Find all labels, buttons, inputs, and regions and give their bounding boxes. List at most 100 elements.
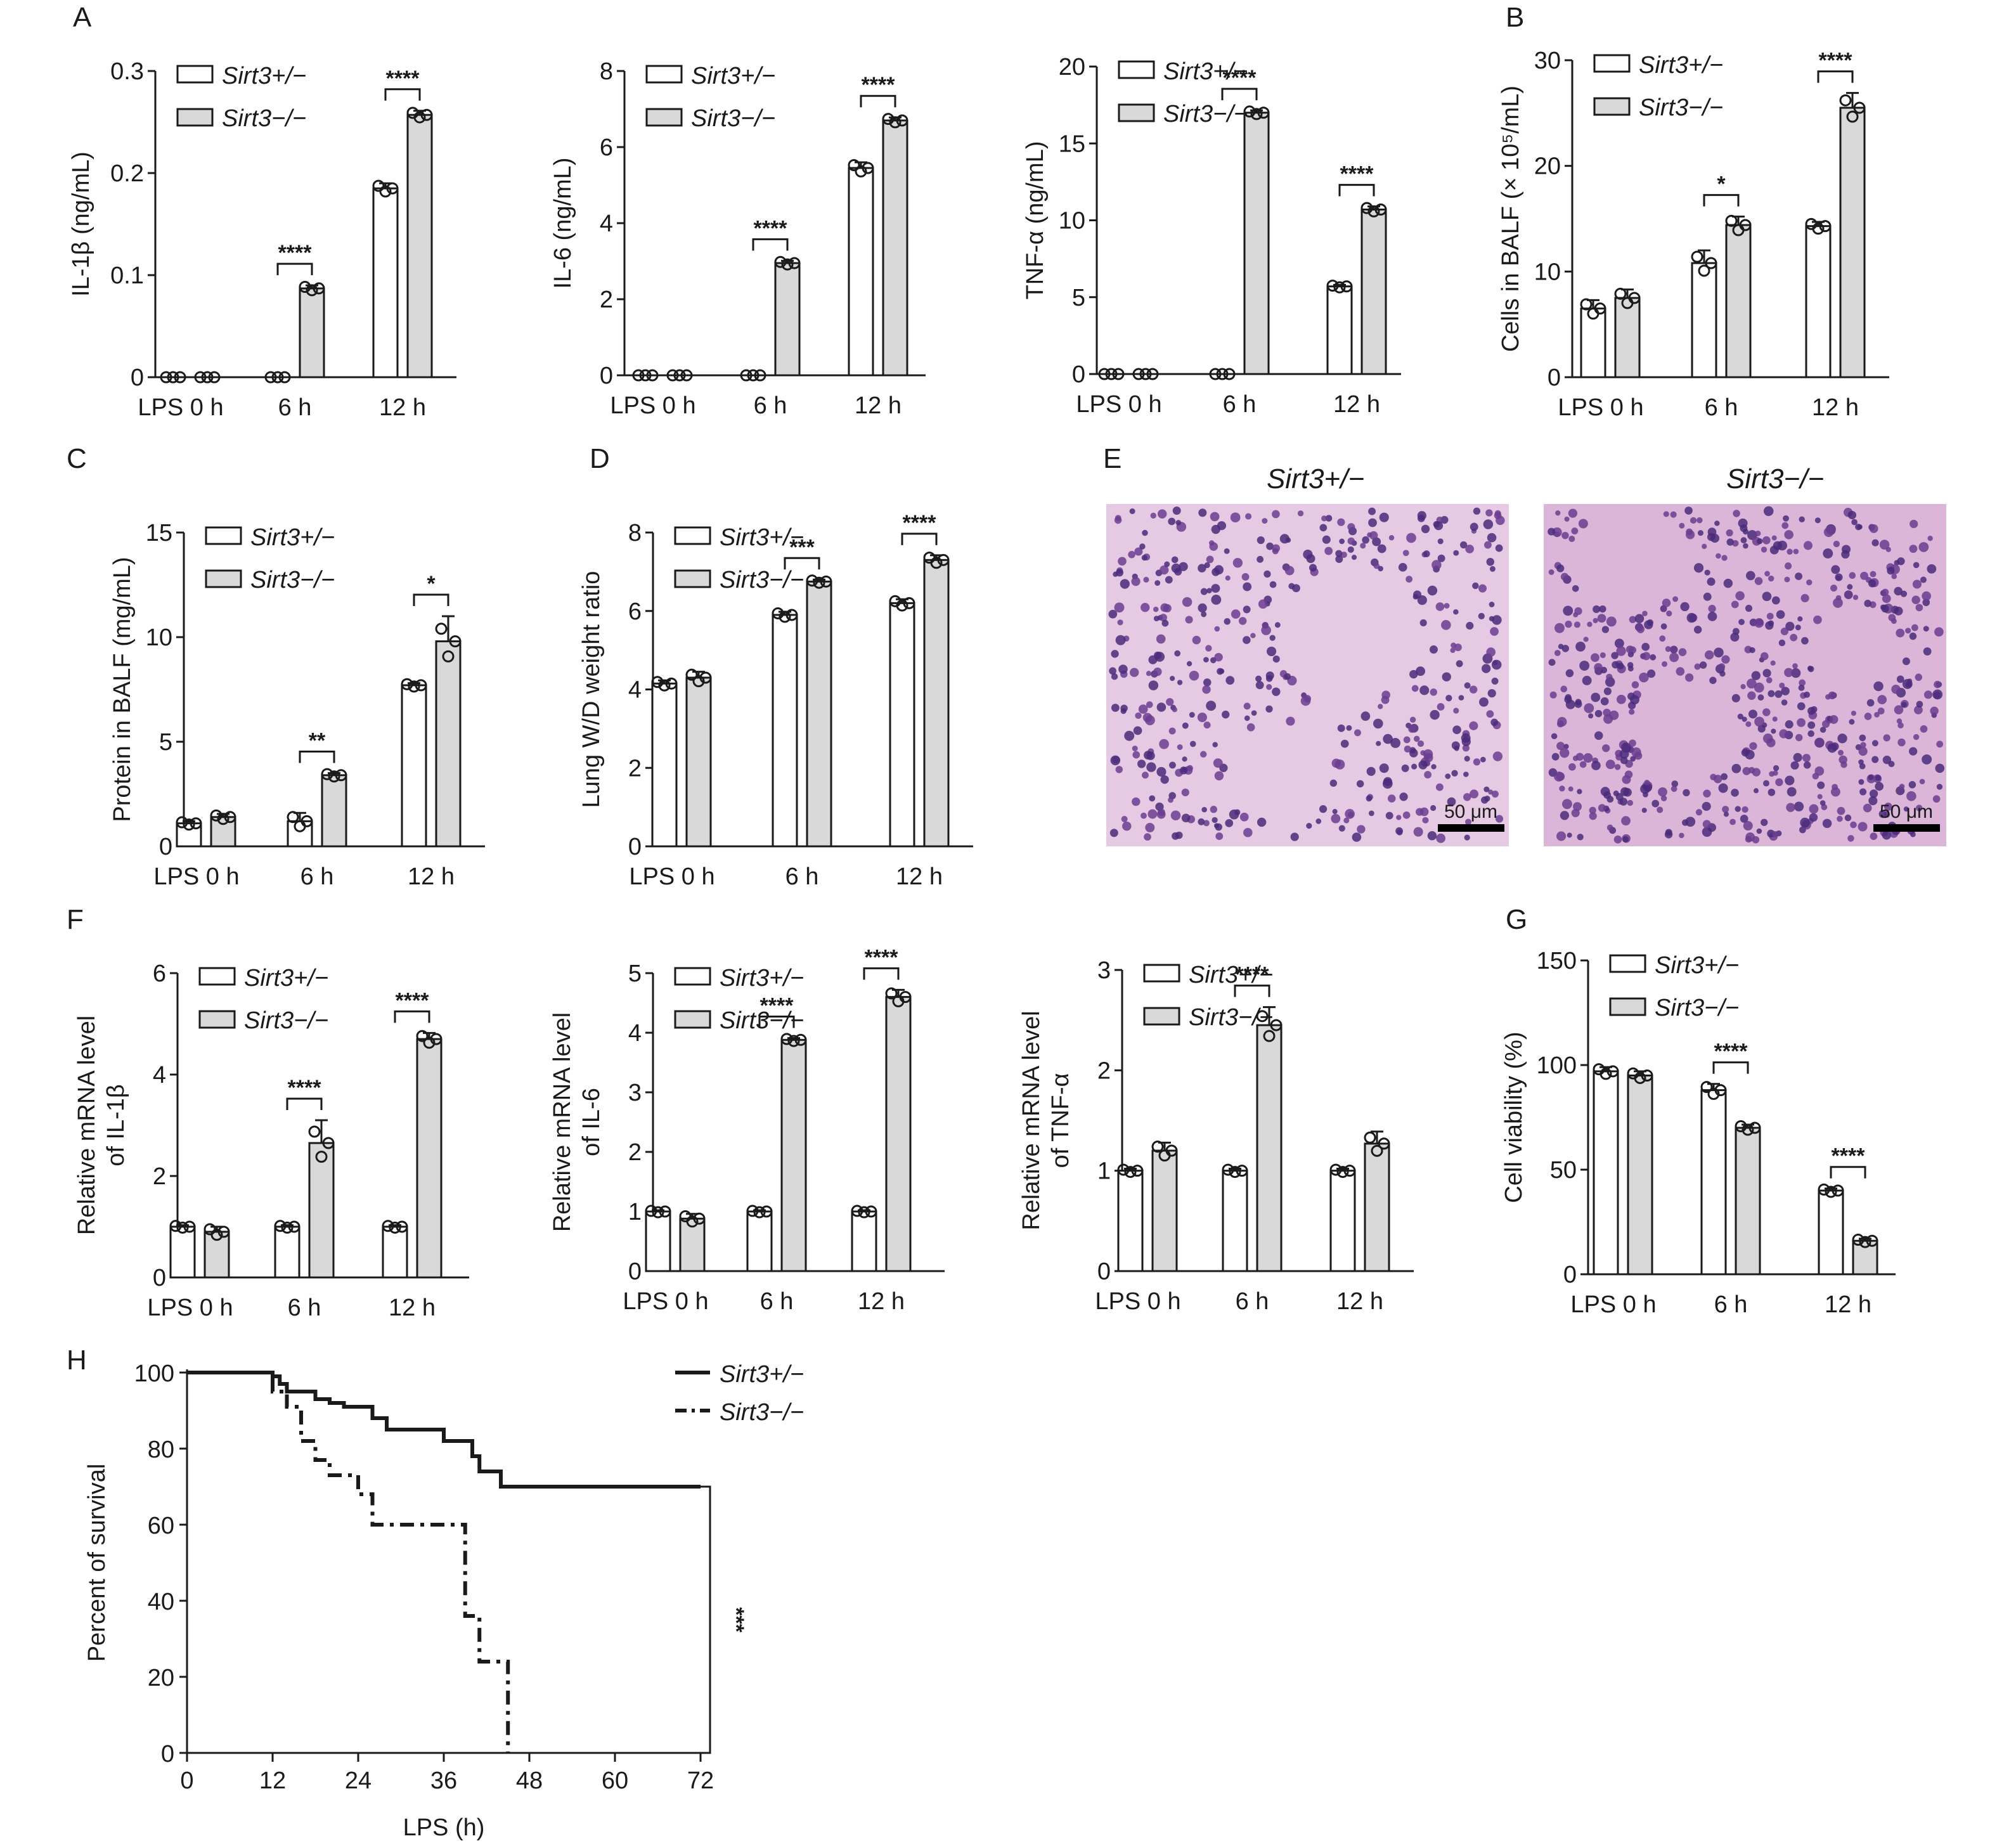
cell-nucleus: [1164, 561, 1170, 567]
cell-nucleus: [1786, 803, 1795, 812]
data-point: [760, 1205, 773, 1218]
cell-nucleus: [1118, 664, 1128, 674]
data-point: [685, 668, 698, 681]
x-tick-label: 12 h: [855, 392, 902, 419]
y-tick-label: 3: [628, 1080, 642, 1106]
cell-nucleus: [1740, 815, 1748, 823]
cell-nucleus: [1154, 580, 1161, 586]
cell-nucleus: [1297, 510, 1304, 517]
significance-label: ****: [1236, 963, 1270, 987]
data-point: [1229, 1166, 1241, 1179]
cell-nucleus: [1909, 632, 1917, 640]
cell-nucleus: [1657, 806, 1664, 813]
legend-swatch-het: [1118, 60, 1155, 79]
cell-nucleus: [1919, 779, 1925, 785]
cell-nucleus: [1694, 663, 1701, 670]
cell-nucleus: [1243, 605, 1251, 614]
bar-het: [287, 820, 313, 848]
cell-nucleus: [1258, 599, 1268, 609]
cell-nucleus: [1561, 645, 1570, 652]
cell-nucleus: [1441, 620, 1451, 630]
data-point: [659, 1205, 671, 1218]
data-point: [1825, 1186, 1837, 1198]
cell-nucleus: [1551, 733, 1558, 740]
y-tick-label: 20: [1059, 54, 1085, 81]
cell-nucleus: [1606, 616, 1617, 627]
cell-nucleus: [1430, 688, 1437, 696]
cell-nucleus: [1809, 813, 1818, 822]
cell-nucleus: [1845, 590, 1851, 596]
cell-nucleus: [1874, 711, 1880, 718]
bar-ko: [1151, 1149, 1178, 1272]
data-point: [787, 1035, 800, 1047]
cell-nucleus: [1902, 657, 1910, 666]
cell-nucleus: [1357, 825, 1366, 834]
data-point: [1714, 1084, 1727, 1097]
cell-nucleus: [1733, 510, 1740, 517]
cell-nucleus: [1452, 725, 1461, 735]
cell-nucleus: [1551, 753, 1560, 761]
data-point: [449, 635, 462, 648]
cell-nucleus: [1860, 571, 1868, 580]
cell-nucleus: [1891, 573, 1897, 579]
cell-nucleus: [1828, 691, 1837, 700]
x-tick-label: LPS 0 h: [1558, 394, 1643, 421]
cell-nucleus: [1770, 660, 1776, 666]
cell-nucleus: [1625, 645, 1634, 654]
cell-nucleus: [1429, 645, 1438, 654]
bar-ko: [885, 996, 912, 1272]
data-point: [201, 371, 214, 384]
cell-nucleus: [1495, 815, 1504, 823]
cell-nucleus: [1572, 585, 1579, 592]
significance-label: ****: [386, 67, 420, 91]
cell-nucleus: [1335, 550, 1343, 557]
cell-nucleus: [1699, 661, 1707, 669]
cell-nucleus: [1684, 507, 1693, 515]
data-point: [788, 257, 801, 269]
data-point: [686, 1215, 699, 1228]
x-tick-label: 6 h: [301, 863, 334, 890]
cell-nucleus: [1729, 818, 1736, 825]
cell-nucleus: [1634, 614, 1645, 624]
data-point: [1735, 1120, 1747, 1133]
cell-nucleus: [1792, 663, 1798, 669]
cell-nucleus: [1614, 638, 1624, 649]
cell-nucleus: [1614, 764, 1621, 770]
cell-nucleus: [1749, 647, 1755, 654]
cell-nucleus: [1261, 625, 1271, 635]
y-axis-label: Relative mRNA level: [549, 1012, 576, 1232]
cell-nucleus: [1182, 756, 1187, 762]
cell-nucleus: [1243, 582, 1252, 591]
data-point: [287, 811, 299, 824]
cell-nucleus: [1430, 709, 1440, 720]
cell-nucleus: [1869, 789, 1878, 798]
cell-nucleus: [1920, 576, 1927, 583]
cell-nucleus: [1413, 735, 1420, 742]
cell-nucleus: [1772, 830, 1778, 837]
significance-label: ****: [865, 945, 899, 969]
cell-nucleus: [1916, 701, 1923, 708]
cell-nucleus: [1707, 578, 1716, 586]
cell-nucleus: [1451, 642, 1457, 649]
cell-nucleus: [1742, 716, 1747, 722]
cell-nucleus: [1837, 806, 1845, 815]
cell-nucleus: [1239, 812, 1249, 822]
cell-nucleus: [1480, 756, 1486, 763]
cell-nucleus: [1726, 538, 1734, 546]
cell-nucleus: [1206, 555, 1214, 564]
bar-het: [1580, 307, 1606, 378]
cell-nucleus: [1731, 789, 1739, 797]
data-point: [386, 182, 399, 195]
legend-label-ko: Sirt3−/−: [720, 1399, 804, 1426]
bar-het: [1326, 285, 1353, 375]
y-tick-label: 2: [600, 287, 613, 313]
cell-nucleus: [1793, 753, 1802, 762]
cell-nucleus: [1922, 591, 1932, 601]
y-tick-label: 4: [628, 1020, 642, 1047]
bar-ko: [774, 262, 801, 377]
cell-nucleus: [1696, 517, 1703, 524]
data-point: [651, 676, 664, 688]
data-point: [1165, 1144, 1178, 1157]
cell-nucleus: [1266, 542, 1274, 550]
cell-nucleus: [1213, 758, 1223, 768]
